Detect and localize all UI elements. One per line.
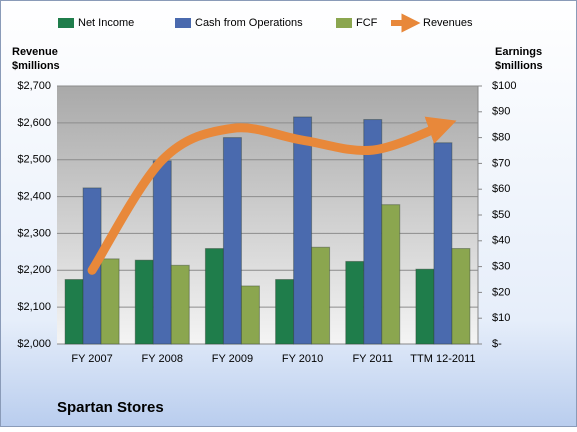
y2-tick-label: $90: [492, 106, 510, 118]
bar: [381, 204, 401, 345]
bar: [100, 258, 120, 345]
y-tick-label: $2,500: [17, 154, 51, 166]
bar: [433, 142, 453, 345]
bar: [293, 116, 313, 345]
y2-tick-label: $100: [492, 80, 516, 92]
y-tick-label: $2,400: [17, 190, 51, 202]
y-axis-label: Revenue: [12, 46, 58, 58]
bar: [170, 264, 190, 345]
y2-tick-label: $80: [492, 132, 510, 144]
x-tick-label: FY 2010: [282, 353, 323, 365]
y-tick-label: $2,100: [17, 301, 51, 313]
y2-axis-label: $millions: [495, 60, 543, 72]
bar: [64, 279, 84, 345]
y2-tick-label: $-: [492, 338, 502, 350]
bar: [311, 246, 331, 345]
bar: [451, 248, 471, 345]
x-tick-label: FY 2007: [71, 353, 112, 365]
y-tick-label: $2,600: [17, 117, 51, 129]
y2-axis-label: Earnings: [495, 46, 542, 58]
y2-tick-label: $30: [492, 261, 510, 273]
y2-tick-label: $40: [492, 235, 510, 247]
legend-swatch: [175, 18, 191, 28]
bar: [275, 279, 295, 345]
x-tick-label: FY 2011: [352, 353, 393, 365]
legend-label: FCF: [356, 17, 378, 29]
bar: [415, 268, 435, 345]
y2-tick-label: $10: [492, 312, 510, 324]
chart-title: Spartan Stores: [57, 399, 164, 416]
line: [87, 116, 457, 275]
bar: [152, 160, 172, 345]
legend-label: Net Income: [78, 17, 134, 29]
y2-tick-label: $70: [492, 157, 510, 169]
legend-label: Cash from Operations: [195, 17, 303, 29]
y-tick-label: $2,000: [17, 338, 51, 350]
y-tick-label: $2,200: [17, 264, 51, 276]
bar: [240, 285, 260, 345]
y-tick-label: $2,300: [17, 227, 51, 239]
legend-label: Revenues: [423, 17, 473, 29]
y-axis-label: $millions: [12, 60, 60, 72]
x-tick-label: FY 2008: [142, 353, 183, 365]
bar: [134, 259, 154, 345]
bar: [345, 260, 365, 345]
legend-swatch: [58, 18, 74, 28]
y2-tick-label: $20: [492, 286, 510, 298]
y2-tick-label: $50: [492, 209, 510, 221]
y-tick-label: $2,700: [17, 80, 51, 92]
legend-swatch: [336, 18, 352, 28]
y2-tick-label: $60: [492, 183, 510, 195]
bar: [222, 137, 242, 345]
x-tick-label: FY 2009: [212, 353, 253, 365]
x-tick-label: TTM 12-2011: [410, 353, 475, 365]
bar: [204, 248, 224, 345]
